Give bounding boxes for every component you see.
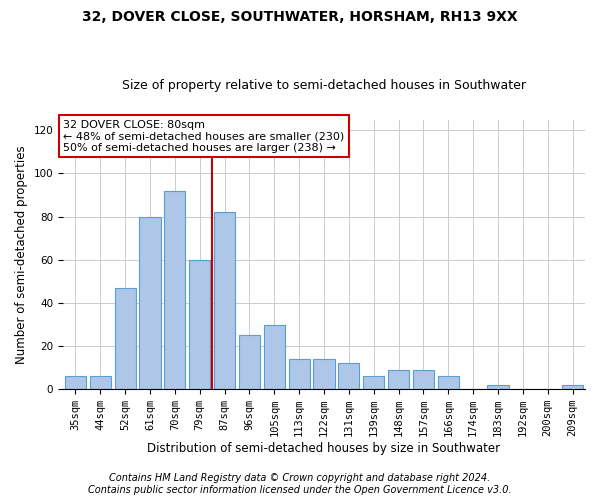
X-axis label: Distribution of semi-detached houses by size in Southwater: Distribution of semi-detached houses by … (148, 442, 500, 455)
Bar (90, 376, 111, 389)
Bar (363, 376, 384, 389)
Bar (289, 359, 310, 389)
Bar (388, 370, 409, 389)
Bar (487, 385, 509, 389)
Bar (438, 376, 459, 389)
Bar (115, 288, 136, 389)
Text: 32, DOVER CLOSE, SOUTHWATER, HORSHAM, RH13 9XX: 32, DOVER CLOSE, SOUTHWATER, HORSHAM, RH… (82, 10, 518, 24)
Text: 32 DOVER CLOSE: 80sqm
← 48% of semi-detached houses are smaller (230)
50% of sem: 32 DOVER CLOSE: 80sqm ← 48% of semi-deta… (63, 120, 344, 153)
Bar (164, 190, 185, 389)
Bar (413, 370, 434, 389)
Bar (139, 216, 161, 389)
Bar (338, 364, 359, 389)
Bar (214, 212, 235, 389)
Bar (239, 336, 260, 389)
Y-axis label: Number of semi-detached properties: Number of semi-detached properties (15, 145, 28, 364)
Bar (189, 260, 210, 389)
Bar (562, 385, 583, 389)
Bar (65, 376, 86, 389)
Title: Size of property relative to semi-detached houses in Southwater: Size of property relative to semi-detach… (122, 79, 526, 92)
Bar (313, 359, 335, 389)
Bar (264, 324, 285, 389)
Text: Contains HM Land Registry data © Crown copyright and database right 2024.
Contai: Contains HM Land Registry data © Crown c… (88, 474, 512, 495)
